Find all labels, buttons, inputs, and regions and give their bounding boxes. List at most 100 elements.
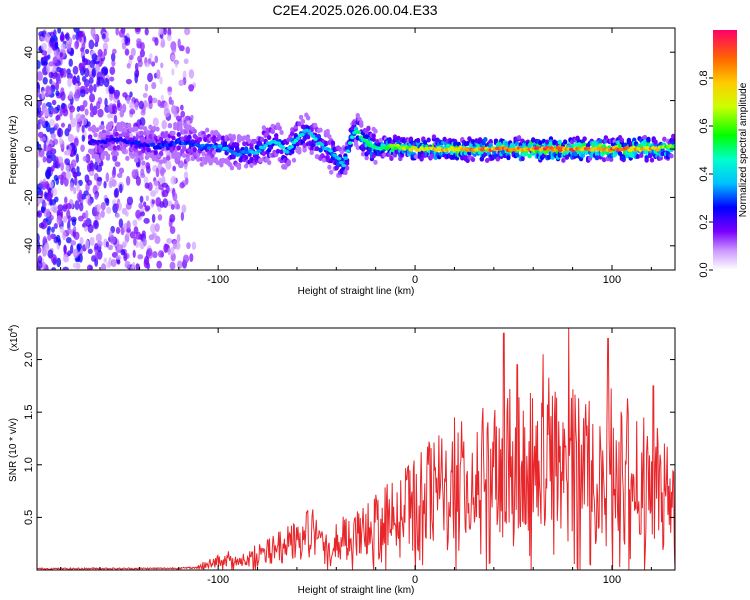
heatmap-cell (75, 153, 79, 163)
heatmap-cell (166, 34, 172, 42)
heatmap-cell (116, 144, 121, 150)
snr-x-tick-label: 0 (412, 574, 418, 586)
heatmap-cell (242, 135, 247, 141)
heatmap-cell (169, 261, 176, 270)
heatmap-cell (139, 42, 145, 51)
heatmap-cell (154, 186, 159, 194)
heatmap-cell (483, 137, 488, 143)
heatmap-cell (116, 244, 123, 251)
heatmap-cell (339, 149, 345, 155)
heatmap-cell (557, 148, 563, 153)
spectrogram-x-axis-label: Height of straight line (km) (298, 286, 415, 297)
heatmap-cell (115, 254, 122, 261)
heatmap-cell (330, 140, 336, 146)
heatmap-cell (132, 249, 136, 258)
heatmap-cell (367, 147, 373, 153)
heatmap-cell (89, 93, 96, 103)
heatmap-cell (263, 144, 268, 148)
heatmap-cell (59, 52, 63, 58)
heatmap-cell (73, 248, 79, 259)
heatmap-cell (148, 124, 153, 130)
heatmap-cell (201, 151, 206, 157)
heatmap-cell (37, 199, 41, 205)
heatmap-cell (389, 155, 394, 161)
heatmap-cell (41, 90, 45, 99)
heatmap-cell (142, 238, 147, 247)
heatmap-cell (155, 196, 162, 207)
heatmap-cell (57, 28, 62, 34)
heatmap-cell (57, 174, 65, 180)
heatmap-cell (275, 148, 281, 154)
heatmap-cell (81, 117, 88, 126)
heatmap-cell (323, 140, 329, 146)
heatmap-cell (37, 159, 40, 169)
heatmap-cell (78, 105, 85, 112)
heatmap-cell (53, 223, 58, 230)
heatmap-cell (80, 144, 85, 152)
heatmap-cell (110, 259, 117, 268)
heatmap-cell (47, 89, 52, 96)
heatmap-cell (129, 231, 136, 239)
heatmap-cell (78, 189, 83, 199)
heatmap-cell (114, 161, 121, 167)
heatmap-cell (76, 105, 80, 113)
heatmap-cell (38, 147, 45, 158)
heatmap-cell (81, 42, 86, 51)
heatmap-cell (515, 152, 520, 158)
heatmap-cell (217, 144, 223, 148)
heatmap-cell (339, 160, 344, 165)
heatmap-cell (49, 127, 55, 135)
heatmap-cell (59, 108, 63, 117)
heatmap-cell (56, 104, 61, 111)
heatmap-cell (247, 138, 252, 144)
heatmap-cell (139, 117, 146, 127)
heatmap-cell (95, 127, 100, 133)
heatmap-cell (56, 51, 61, 62)
heatmap-cell (67, 123, 72, 132)
heatmap-cell (144, 28, 149, 36)
heatmap-cell (84, 174, 88, 181)
heatmap-cell (516, 135, 522, 141)
heatmap-cell (170, 99, 175, 106)
heatmap-cell (94, 63, 101, 72)
heatmap-cell (192, 128, 197, 134)
colorbar-tick-label: 0.4 (698, 166, 710, 181)
heatmap-cell (188, 84, 195, 92)
heatmap-cell (51, 154, 57, 162)
heatmap-cell (173, 125, 178, 131)
heatmap-cell (137, 150, 142, 156)
heatmap-cell (96, 164, 103, 173)
heatmap-cell (124, 48, 130, 56)
heatmap-cell (37, 260, 43, 270)
heatmap-cell (102, 42, 109, 52)
heatmap-cell (55, 90, 60, 97)
heatmap-cell (139, 195, 144, 204)
heatmap-cell (55, 234, 61, 243)
heatmap-cell (69, 182, 74, 192)
heatmap-cell (84, 108, 89, 116)
heatmap-cell (488, 139, 493, 145)
heatmap-cell (261, 151, 267, 157)
heatmap-cell (295, 136, 301, 141)
heatmap-cell (182, 254, 190, 264)
heatmap-cell (506, 155, 511, 161)
heatmap-cell (180, 211, 185, 221)
heatmap-cell (73, 226, 77, 233)
heatmap-cell (139, 155, 144, 161)
colorbar: 0.0 0.2 0.4 0.6 0.8 Normalized spectral ampl… (698, 30, 749, 278)
heatmap-cell (343, 170, 348, 176)
heatmap-cell (349, 135, 355, 140)
heatmap-cell (93, 220, 98, 228)
heatmap-cell (106, 113, 113, 119)
heatmap-cell (644, 157, 649, 163)
heatmap-cell (358, 135, 364, 139)
heatmap-cell (50, 132, 57, 140)
heatmap-cell (102, 132, 107, 138)
heatmap-cell (140, 109, 146, 116)
heatmap-cell (105, 172, 110, 183)
heatmap-cell (154, 223, 160, 233)
spectrogram-y-tick-label: -20 (23, 189, 35, 205)
heatmap-cell (81, 134, 86, 142)
heatmap-cell (124, 260, 131, 269)
heatmap-cell (561, 157, 566, 163)
